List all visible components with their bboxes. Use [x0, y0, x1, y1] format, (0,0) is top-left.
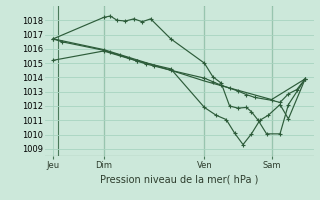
X-axis label: Pression niveau de la mer( hPa ): Pression niveau de la mer( hPa ) — [100, 174, 258, 184]
